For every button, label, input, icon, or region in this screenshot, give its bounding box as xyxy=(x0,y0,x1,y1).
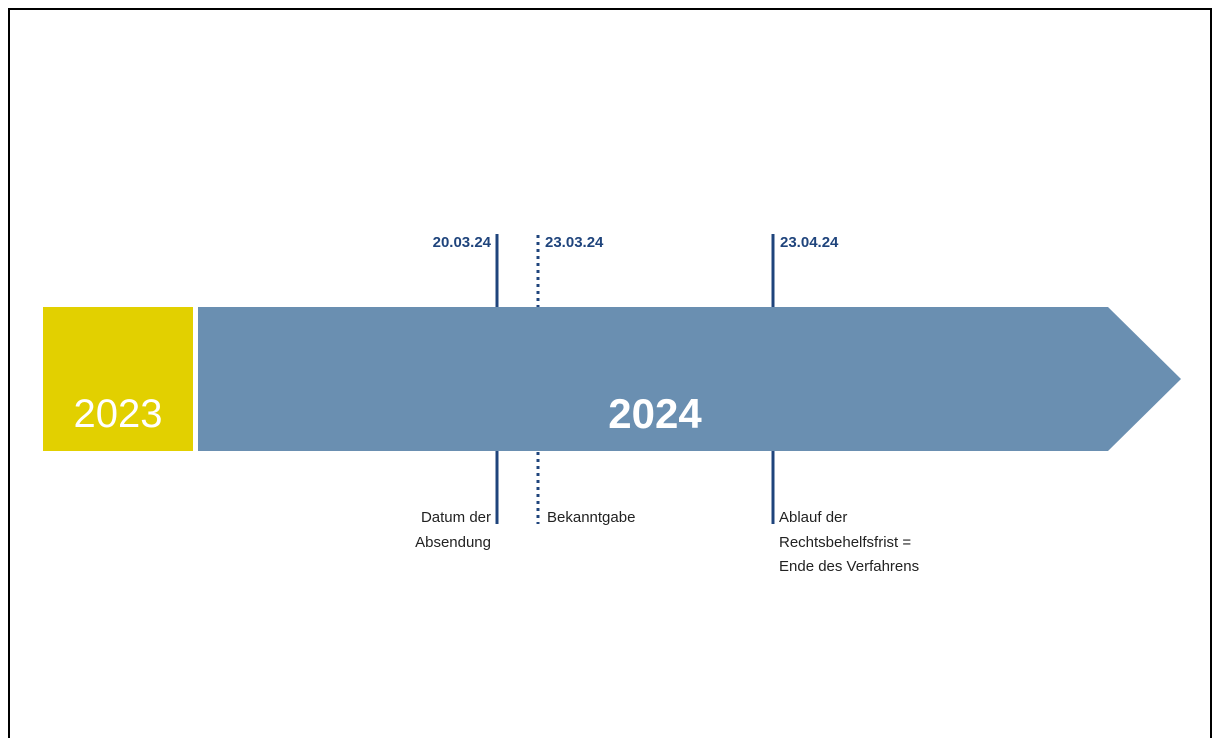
year-2024-arrow xyxy=(198,307,1181,451)
event-label: Bekanntgabe xyxy=(547,509,635,526)
event-date: 23.03.24 xyxy=(545,234,604,251)
year-label: 2023 xyxy=(74,392,163,436)
year-2023-block xyxy=(43,307,193,451)
event-date: 23.04.24 xyxy=(780,234,839,251)
event-label: Ende des Verfahrens xyxy=(779,558,919,575)
event-label: Rechtsbehelfsfrist = xyxy=(779,534,911,551)
event-date: 20.03.24 xyxy=(433,234,492,251)
event-label: Absendung xyxy=(415,534,491,551)
event-label: Ablauf der xyxy=(779,509,847,526)
event-label: Datum der xyxy=(421,509,491,526)
year-label: 2024 xyxy=(608,390,702,437)
